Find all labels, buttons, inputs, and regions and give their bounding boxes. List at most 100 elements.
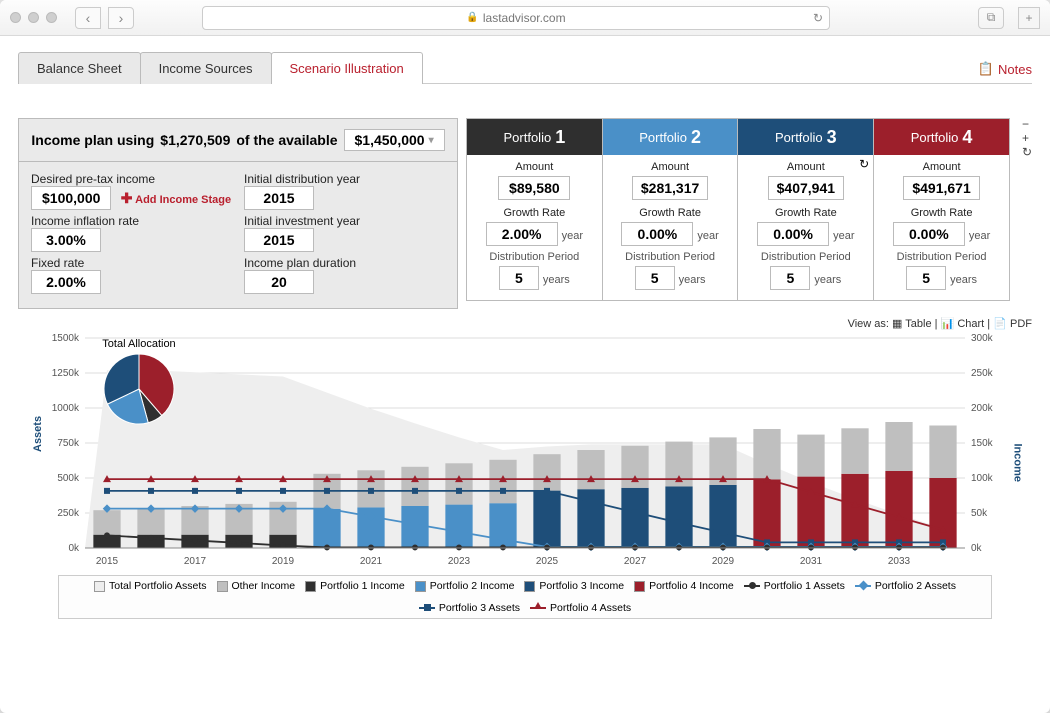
svg-text:2023: 2023 — [448, 556, 471, 567]
portfolio-header-4[interactable]: Portfolio 4 — [874, 119, 1009, 155]
right-axis-label: Income — [1012, 443, 1024, 482]
portfolio-1-amount-input[interactable]: $89,580 — [498, 176, 570, 200]
available-amount-value: $1,450,000 — [355, 132, 425, 148]
portfolio-header-2[interactable]: Portfolio 2 — [603, 119, 738, 155]
svg-text:1000k: 1000k — [52, 403, 80, 414]
portfolio-side-controls: − + ↻ — [1022, 118, 1032, 158]
chart-legend: Total Portfolio AssetsOther IncomePortfo… — [58, 575, 992, 619]
init-dist-input[interactable]: 2015 — [244, 186, 314, 210]
portfolio-3-amount-input[interactable]: $407,941 — [768, 176, 844, 200]
portfolio-2-growth-input[interactable]: 0.00% — [621, 222, 693, 246]
tab-balance-sheet[interactable]: Balance Sheet — [18, 52, 141, 84]
portfolio-2-dist-input[interactable]: 5 — [635, 266, 675, 290]
portfolio-col-1: Portfolio 1 Amount $89,580 Growth Rate 2… — [467, 119, 603, 300]
desired-income-input[interactable]: $100,000 — [31, 186, 111, 210]
allocation-pie — [102, 352, 176, 426]
legend-item: Portfolio 2 Income — [415, 580, 515, 592]
url-bar[interactable]: 🔒 lastadvisor.com ↻ — [202, 6, 830, 30]
reload-icon[interactable]: ↻ — [813, 11, 823, 25]
add-income-stage-button[interactable]: ✚ Add Income Stage — [121, 194, 231, 206]
new-tab-button[interactable]: + — [1018, 7, 1040, 29]
remove-portfolio-button[interactable]: − — [1022, 118, 1032, 130]
income-plan-panel: Income plan using $1,270,509 of the avai… — [18, 118, 458, 309]
legend-item: Portfolio 1 Income — [305, 580, 405, 592]
svg-text:50k: 50k — [971, 508, 988, 519]
close-window-dot[interactable] — [10, 12, 21, 23]
init-invest-label: Initial investment year — [244, 214, 445, 228]
duration-label: Income plan duration — [244, 256, 445, 270]
tab-scenario-illustration[interactable]: Scenario Illustration — [271, 52, 423, 84]
minimize-window-dot[interactable] — [28, 12, 39, 23]
svg-text:2021: 2021 — [360, 556, 383, 567]
pie-title: Total Allocation — [102, 338, 175, 350]
fixed-rate-input[interactable]: 2.00% — [31, 270, 101, 294]
plan-header: Income plan using $1,270,509 of the avai… — [19, 119, 457, 162]
svg-text:0k: 0k — [68, 543, 80, 554]
portfolio-4-dist-input[interactable]: 5 — [906, 266, 946, 290]
legend-item: Portfolio 3 Income — [524, 580, 624, 592]
inflation-input[interactable]: 3.00% — [31, 228, 101, 252]
svg-text:0k: 0k — [971, 543, 983, 554]
pie-chart-wrap: Total Allocation — [102, 338, 176, 426]
available-amount-dropdown[interactable]: $1,450,000 ▾ — [344, 129, 445, 151]
svg-text:150k: 150k — [971, 438, 994, 449]
portfolio-3-growth-input[interactable]: 0.00% — [757, 222, 829, 246]
main-panel: Income plan using $1,270,509 of the avai… — [18, 118, 1032, 309]
browser-titlebar: ‹ › 🔒 lastadvisor.com ↻ ⧉ + — [0, 0, 1050, 36]
portfolio-4-growth-input[interactable]: 0.00% — [893, 222, 965, 246]
nav-back-button[interactable]: ‹ — [75, 7, 101, 29]
left-axis-label: Assets — [32, 416, 44, 452]
svg-text:300k: 300k — [971, 333, 994, 344]
page-content: Balance Sheet Income Sources Scenario Il… — [0, 36, 1050, 713]
portfolio-1-growth-input[interactable]: 2.00% — [486, 222, 558, 246]
tabs-overview-button[interactable]: ⧉ — [978, 7, 1004, 29]
legend-item: Portfolio 1 Assets — [744, 580, 845, 592]
svg-text:200k: 200k — [971, 403, 994, 414]
portfolio-header-3[interactable]: Portfolio 3 — [738, 119, 873, 155]
portfolio-col-4: Portfolio 4 Amount $491,671 Growth Rate … — [874, 119, 1009, 300]
view-pdf-button[interactable]: 📄 PDF — [993, 318, 1032, 330]
view-as-label: View as: — [848, 318, 889, 330]
svg-text:500k: 500k — [57, 473, 80, 484]
add-stage-label: Add Income Stage — [135, 194, 231, 206]
browser-window: ‹ › 🔒 lastadvisor.com ↻ ⧉ + Balance Shee… — [0, 0, 1050, 713]
svg-text:2019: 2019 — [272, 556, 295, 567]
legend-item: Portfolio 3 Assets — [419, 602, 520, 614]
plan-header-mid: of the available — [236, 132, 337, 148]
chart-area: Assets Income 0k250k500k750k1000k1250k15… — [18, 332, 1032, 622]
portfolio-col-2: Portfolio 2 Amount $281,317 Growth Rate … — [603, 119, 739, 300]
plan-fields-grid: Desired pre-tax income $100,000 ✚ Add In… — [19, 162, 457, 308]
plan-header-prefix: Income plan using — [31, 132, 154, 148]
svg-text:1500k: 1500k — [52, 333, 80, 344]
svg-text:2031: 2031 — [800, 556, 823, 567]
portfolio-1-dist-input[interactable]: 5 — [499, 266, 539, 290]
portfolio-4-amount-input[interactable]: $491,671 — [903, 176, 979, 200]
svg-text:2027: 2027 — [624, 556, 647, 567]
duration-input[interactable]: 20 — [244, 270, 314, 294]
nav-forward-button[interactable]: › — [108, 7, 134, 29]
app-tabs: Balance Sheet Income Sources Scenario Il… — [18, 50, 1032, 84]
svg-text:2033: 2033 — [888, 556, 911, 567]
view-table-button[interactable]: ▦ Table — [892, 318, 932, 330]
notes-button[interactable]: 📋 Notes — [978, 61, 1032, 83]
chevron-down-icon: ▾ — [429, 135, 434, 146]
lock-icon: 🔒 — [466, 12, 478, 23]
legend-item: Other Income — [217, 580, 296, 592]
zoom-window-dot[interactable] — [46, 12, 57, 23]
init-invest-input[interactable]: 2015 — [244, 228, 314, 252]
portfolio-grid: Portfolio 1 Amount $89,580 Growth Rate 2… — [466, 118, 1010, 301]
legend-item: Portfolio 2 Assets — [855, 580, 956, 592]
view-chart-button[interactable]: 📊 Chart — [941, 318, 985, 330]
svg-text:2025: 2025 — [536, 556, 559, 567]
traffic-lights — [10, 12, 57, 23]
portfolio-2-amount-input[interactable]: $281,317 — [632, 176, 708, 200]
svg-text:2015: 2015 — [96, 556, 119, 567]
add-portfolio-button[interactable]: + — [1022, 132, 1032, 144]
tab-income-sources[interactable]: Income Sources — [140, 52, 272, 84]
portfolio-3-dist-input[interactable]: 5 — [770, 266, 810, 290]
desired-income-label: Desired pre-tax income — [31, 172, 232, 186]
view-as-row: View as: ▦ Table | 📊 Chart | 📄 PDF — [18, 317, 1032, 330]
legend-item: Portfolio 4 Income — [634, 580, 734, 592]
portfolio-header-1[interactable]: Portfolio 1 — [467, 119, 602, 155]
refresh-portfolios-button[interactable]: ↻ — [1022, 146, 1032, 158]
